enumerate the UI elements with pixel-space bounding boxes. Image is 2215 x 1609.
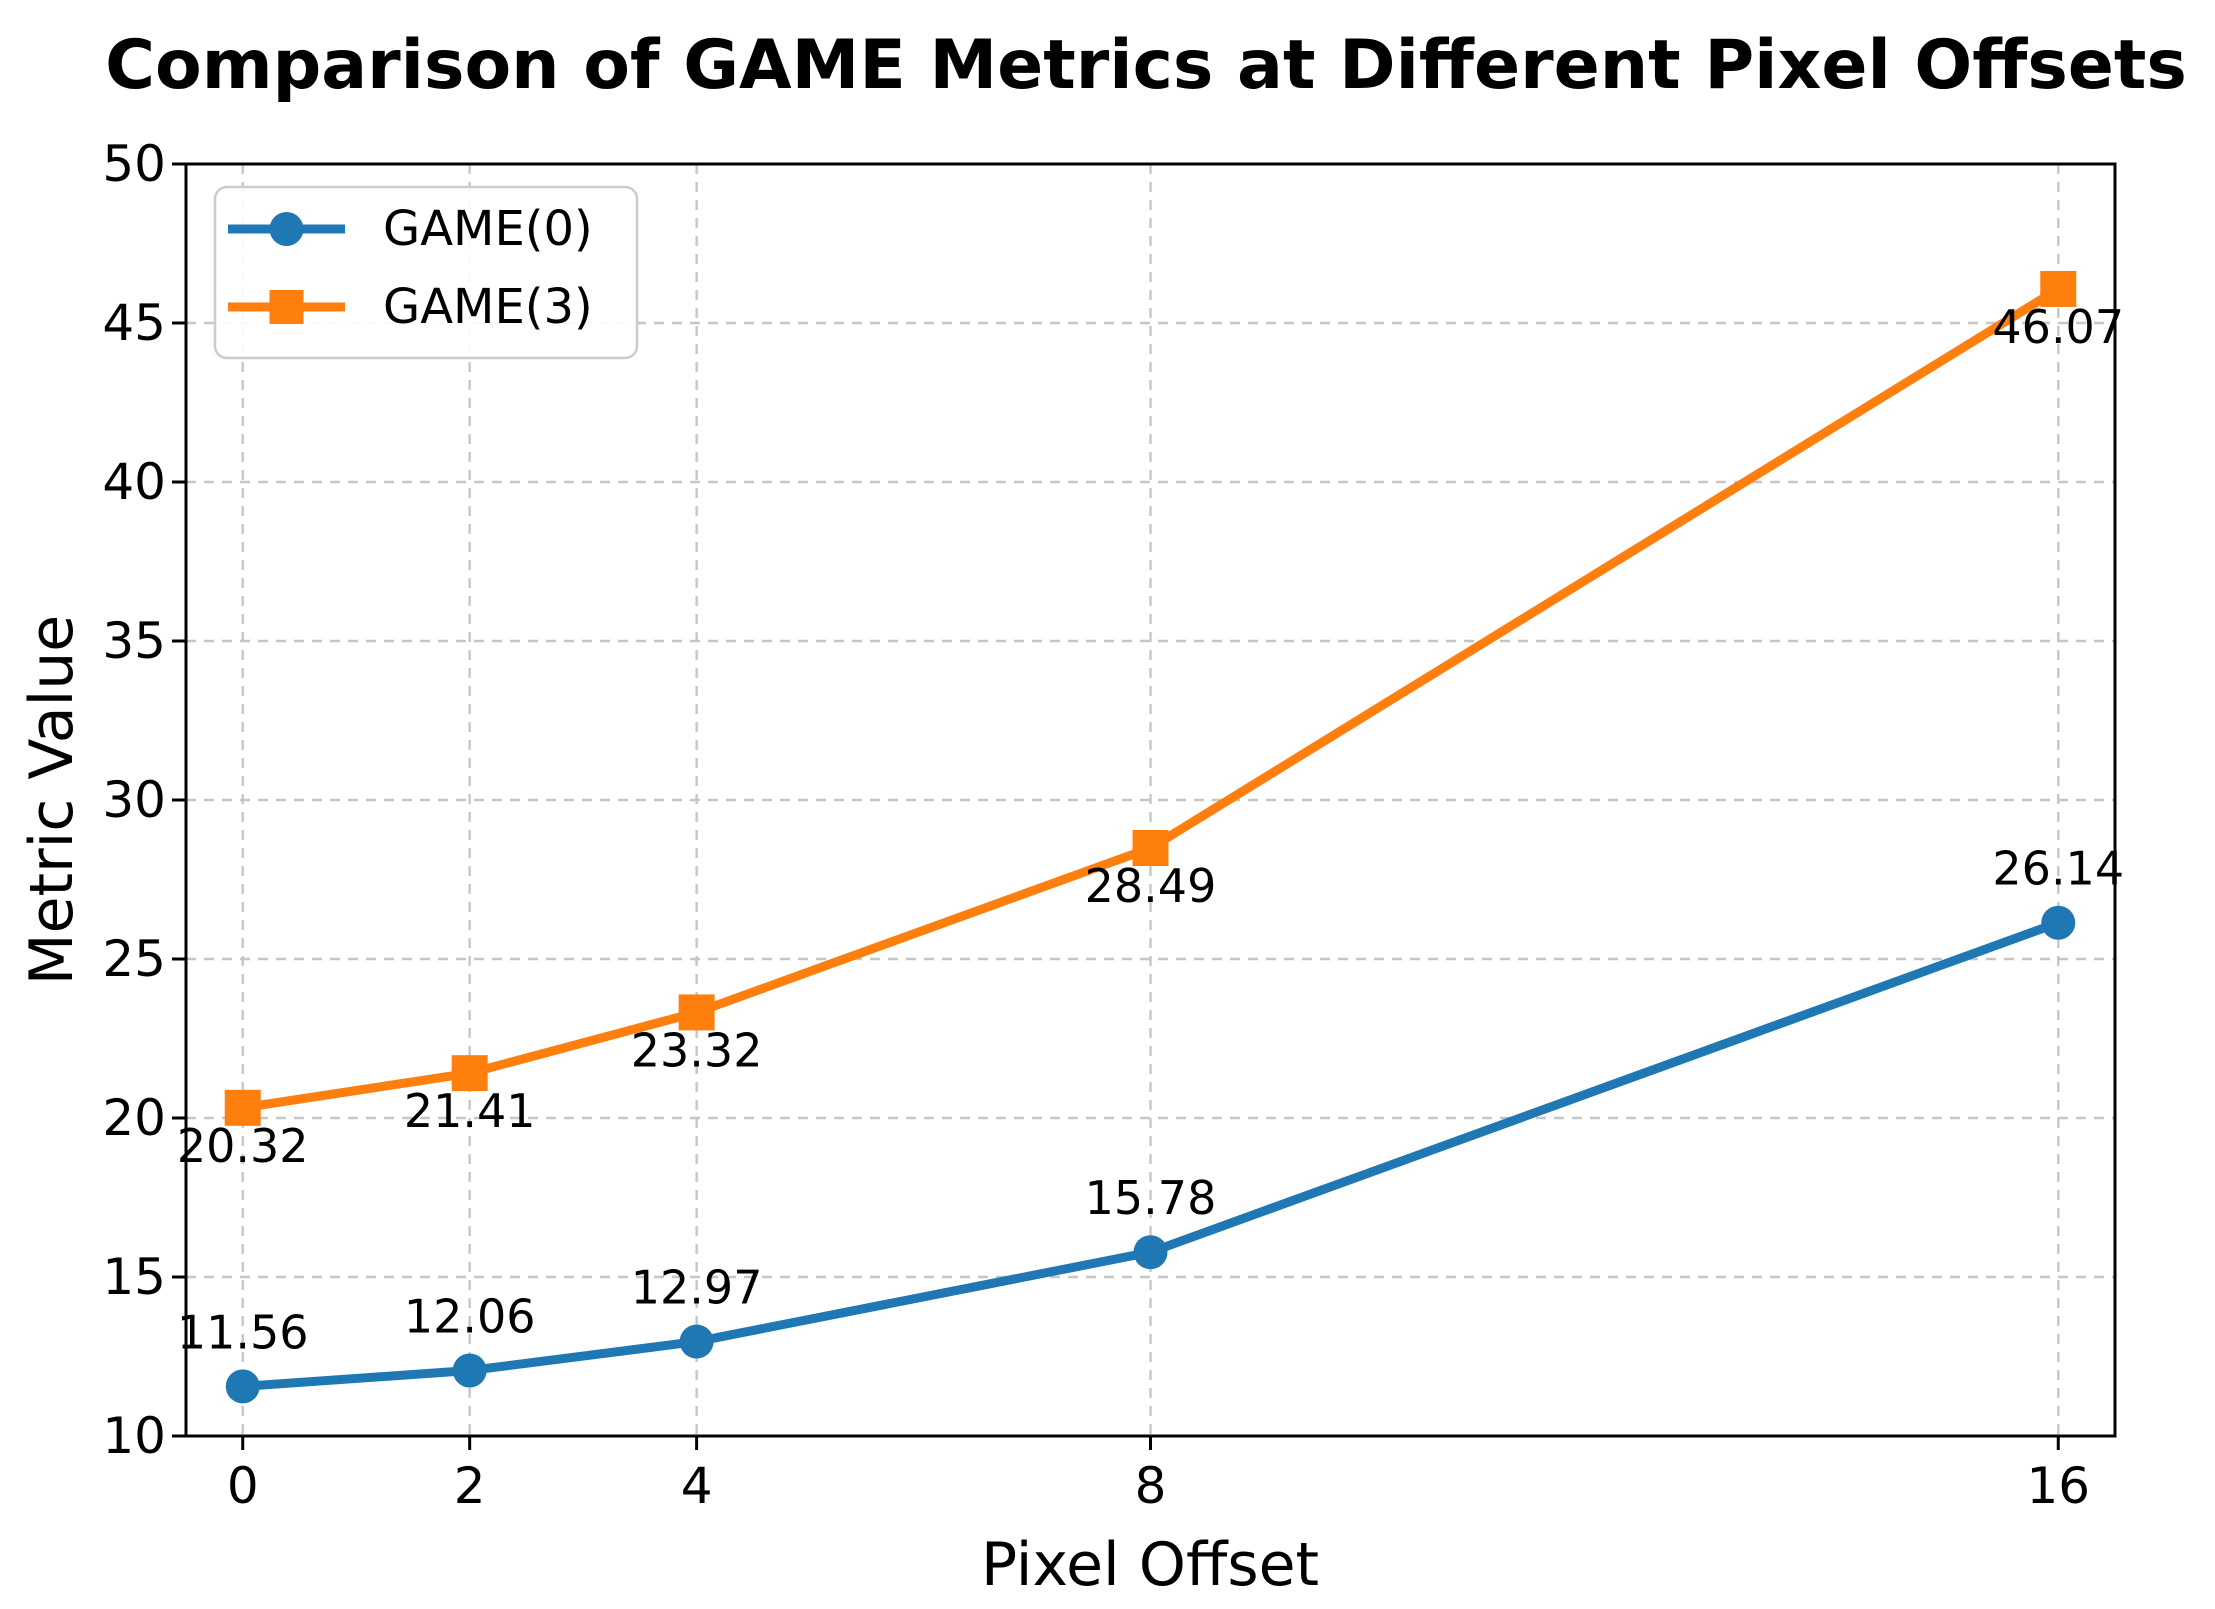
data-point-label: 28.49 [1085, 859, 1217, 913]
y-axis-label: Metric Value [17, 615, 87, 985]
y-tick-label: 15 [102, 1248, 166, 1306]
data-point-label: 12.06 [404, 1289, 536, 1343]
legend-entry-label: GAME(0) [383, 201, 593, 257]
data-point-label: 21.41 [404, 1084, 536, 1138]
data-point-marker [1133, 1235, 1168, 1270]
x-tick-label: 2 [454, 1457, 486, 1515]
y-tick-label: 20 [102, 1089, 166, 1147]
legend: GAME(0) GAME(3) [213, 185, 639, 360]
data-point-label: 46.07 [1992, 300, 2124, 354]
y-tick-label: 35 [102, 612, 166, 670]
legend-marker-square [269, 290, 304, 324]
x-tick-label: 8 [1135, 1457, 1167, 1515]
y-tick-label: 10 [102, 1407, 166, 1465]
y-tick-label: 40 [102, 453, 166, 511]
series-layer [224, 270, 2077, 1404]
y-tick-label: 45 [102, 294, 166, 352]
data-point-marker [451, 1055, 488, 1092]
y-tick-label: 50 [102, 135, 166, 193]
x-tick-label: 0 [227, 1457, 259, 1515]
y-tick-label: 30 [102, 771, 166, 829]
axes-layer: 0 2 4 8 16 10 15 20 25 30 35 40 45 50 [102, 135, 2117, 1515]
data-point-label: 20.32 [177, 1119, 309, 1173]
data-point-marker [1132, 830, 1169, 867]
x-tick-label: 4 [681, 1457, 713, 1515]
data-point-marker [679, 1324, 714, 1359]
data-point-marker [2041, 905, 2076, 940]
data-point-label: 12.97 [631, 1261, 763, 1315]
data-point-marker [678, 994, 715, 1031]
data-point-marker [225, 1369, 260, 1404]
data-point-marker [2040, 270, 2077, 307]
data-point-marker [452, 1353, 487, 1388]
x-axis-label: Pixel Offset [981, 1530, 1319, 1600]
point-labels-layer: 11.56 12.06 12.97 15.78 26.14 20.32 21.41 23.32… [177, 300, 2124, 1359]
data-point-label: 15.78 [1085, 1171, 1217, 1225]
legend-entry-label: GAME(3) [383, 279, 593, 335]
chart-title: Comparison of GAME Metrics at Different … [105, 26, 2187, 105]
y-tick-label: 25 [102, 930, 166, 988]
series-1-line [242, 285, 2061, 1113]
data-point-label: 26.14 [1992, 842, 2124, 896]
legend-marker-circle [269, 212, 304, 246]
data-point-label: 23.32 [631, 1023, 763, 1077]
x-tick-label: 16 [2026, 1457, 2090, 1515]
data-point-marker [224, 1089, 261, 1126]
data-point-label: 11.56 [177, 1305, 309, 1359]
